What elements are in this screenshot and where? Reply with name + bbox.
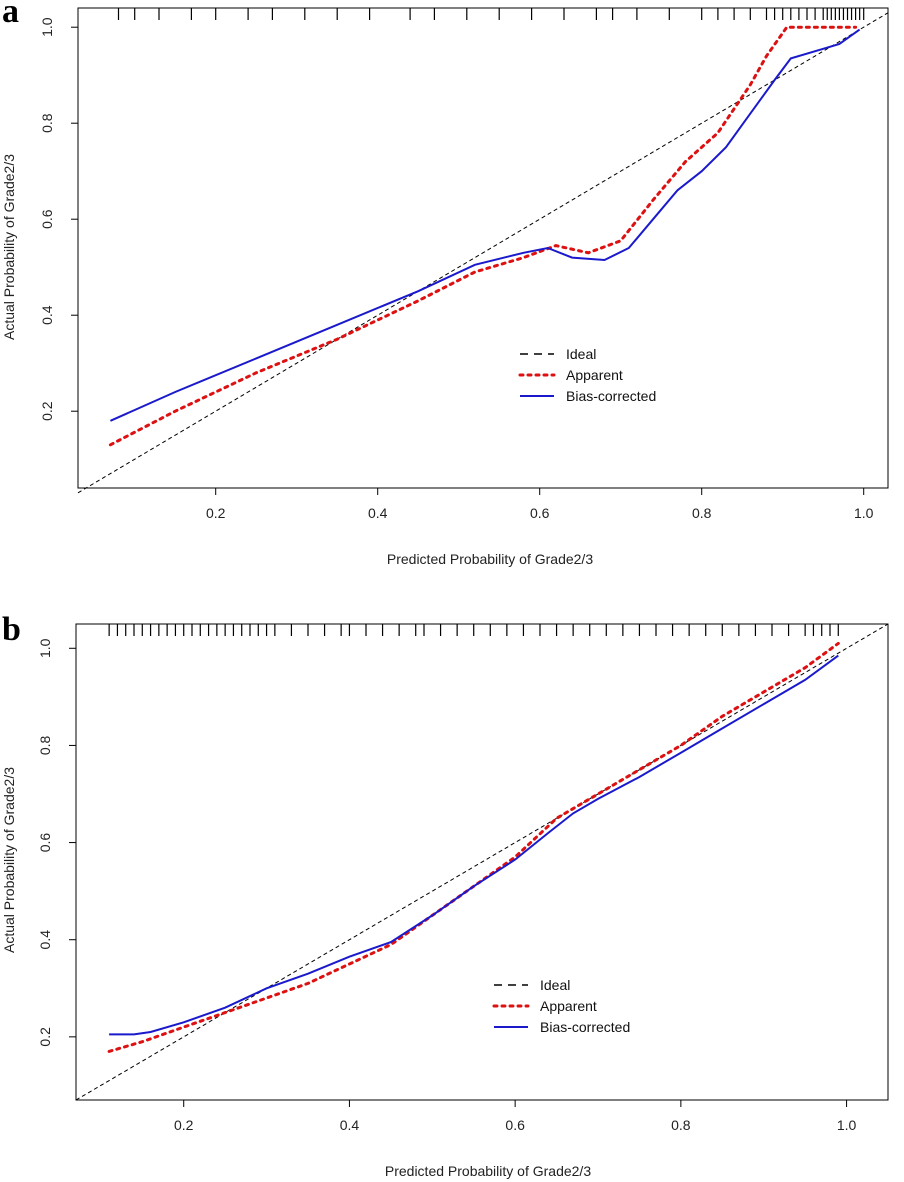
x-tick-label: 0.8 <box>692 505 712 521</box>
panel-b-x-axis: 0.2 0.4 0.6 0.8 1.0 <box>174 1100 857 1133</box>
legend-bias-corrected-label: Bias-corrected <box>566 388 656 404</box>
y-tick-label: 0.8 <box>37 735 53 755</box>
y-tick-label: 1.0 <box>39 17 55 37</box>
x-tick-label: 0.2 <box>206 505 226 521</box>
panel-b-plot-frame <box>75 623 889 1101</box>
panel-a-y-axis-title: Actual Probability of Grade2/3 <box>1 154 17 340</box>
y-tick-label: 0.2 <box>37 1027 53 1047</box>
x-tick-label: 0.4 <box>340 1117 360 1133</box>
y-tick-label: 0.6 <box>37 833 53 853</box>
panel-b-y-axis-title: Actual Probability of Grade2/3 <box>1 767 17 953</box>
panel-a-y-axis: 0.2 0.4 0.6 0.8 1.0 <box>39 17 78 421</box>
panel-a-rug <box>117 8 865 20</box>
legend-ideal-label: Ideal <box>540 977 570 993</box>
ideal-line <box>75 623 889 1101</box>
panel-a-plot-frame <box>77 7 889 489</box>
ideal-line <box>77 12 889 494</box>
legend-ideal-label: Ideal <box>566 346 596 362</box>
x-tick-label: 0.2 <box>174 1117 194 1133</box>
x-tick-label: 1.0 <box>854 505 874 521</box>
x-tick-label: 0.6 <box>530 505 550 521</box>
panel-a-legend: Ideal Apparent Bias-corrected <box>518 346 656 404</box>
panel-a: a 0.2 0.4 0.6 0.8 1.0 0.2 0.4 0.6 0.8 1.0 Predic… <box>1 0 889 567</box>
y-tick-label: 0.4 <box>39 305 55 325</box>
panel-a-label: a <box>2 0 19 30</box>
apparent-line <box>107 641 840 1053</box>
legend-apparent-label: Apparent <box>540 998 597 1014</box>
panel-b-y-axis: 0.2 0.4 0.6 0.8 1.0 <box>37 638 76 1047</box>
legend-bias-corrected-label: Bias-corrected <box>540 1019 630 1035</box>
panel-b-label: b <box>2 611 21 648</box>
panel-b-rug <box>108 624 839 636</box>
x-tick-label: 1.0 <box>837 1117 857 1133</box>
y-tick-label: 0.2 <box>39 401 55 421</box>
panel-b-x-axis-title: Predicted Probability of Grade2/3 <box>385 1163 591 1179</box>
x-tick-label: 0.4 <box>368 505 388 521</box>
legend-apparent-label: Apparent <box>566 367 623 383</box>
x-tick-label: 0.6 <box>505 1117 525 1133</box>
x-tick-label: 0.8 <box>671 1117 691 1133</box>
y-tick-label: 1.0 <box>37 638 53 658</box>
y-tick-label: 0.8 <box>39 113 55 133</box>
bias-corrected-line <box>109 28 861 422</box>
y-tick-label: 0.6 <box>39 209 55 229</box>
panel-a-series <box>77 12 889 494</box>
apparent-line <box>108 25 858 447</box>
panel-b-series <box>75 623 889 1101</box>
panel-a-x-axis: 0.2 0.4 0.6 0.8 1.0 <box>206 488 874 521</box>
panel-a-x-axis-title: Predicted Probability of Grade2/3 <box>387 551 593 567</box>
y-tick-label: 0.4 <box>37 930 53 950</box>
panel-b-legend: Ideal Apparent Bias-corrected <box>492 977 630 1035</box>
bias-corrected-line <box>109 654 839 1036</box>
panel-b: b 0.2 0.4 0.6 0.8 1.0 0.2 0.4 0.6 0.8 1.0 Predic… <box>1 611 889 1179</box>
